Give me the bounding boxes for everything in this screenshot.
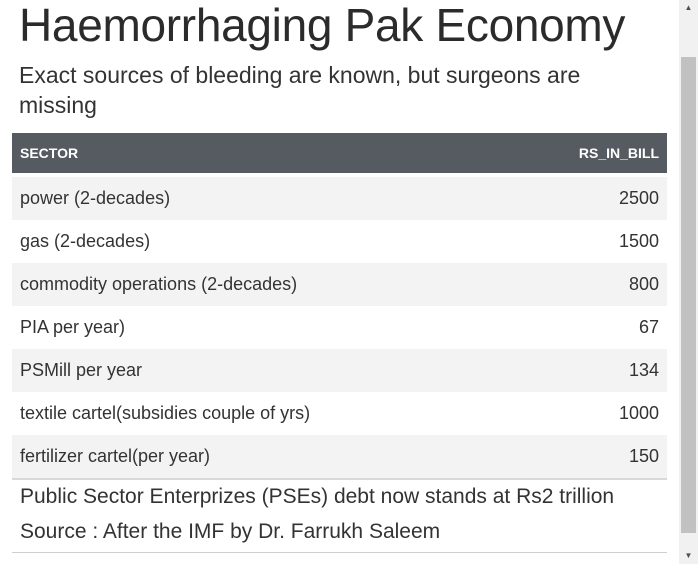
sector-cell: PIA per year): [20, 317, 126, 337]
sector-cell: PSMill per year: [12, 349, 511, 392]
spacer-cell: [12, 173, 667, 177]
footer-note: Public Sector Enterprizes (PSEs) debt no…: [20, 485, 615, 508]
table-footer: Public Sector Enterprizes (PSEs) debt no…: [12, 480, 667, 553]
table-row: fertilizer cartel(per year) 150: [12, 435, 667, 480]
vertical-scrollbar[interactable]: ▲ ▼: [679, 0, 698, 564]
sector-cell: gas (2-decades): [20, 231, 151, 251]
table-row: gas (2-decades) 1500: [12, 220, 667, 263]
table-row: commodity operations (2-decades) 800: [12, 263, 667, 306]
value-cell: 1500: [618, 231, 659, 251]
table-spacer: [12, 173, 667, 177]
scrollbar-thumb[interactable]: [681, 57, 696, 533]
footer-source: Source : After the IMF by Dr. Farrukh Sa…: [20, 520, 441, 543]
value-cell: 134: [510, 349, 667, 392]
page: Haemorrhaging Pak Economy Exact sources …: [12, 0, 667, 553]
table-row: power (2-decades) 2500: [12, 177, 667, 220]
data-table: SECTOR RS_IN_BILL power (2-decades) 2500…: [12, 133, 667, 480]
value-cell: 2500: [510, 177, 667, 220]
scroll-down-arrow-icon[interactable]: ▼: [684, 551, 693, 560]
table-row: textile cartel(subsidies couple of yrs) …: [12, 392, 667, 435]
table-row: PIA per year) 67: [12, 306, 667, 349]
sector-cell: textile cartel(subsidies couple of yrs): [20, 403, 311, 423]
value-cell: 1000: [618, 403, 659, 423]
value-cell: 67: [638, 317, 659, 337]
column-header-sector[interactable]: SECTOR: [12, 133, 511, 173]
table-row: PSMill per year 134: [12, 349, 667, 392]
sector-cell: fertilizer cartel(per year): [12, 435, 511, 480]
column-header-rs-in-bill[interactable]: RS_IN_BILL: [510, 133, 667, 173]
sector-cell: power (2-decades): [12, 177, 511, 220]
value-cell: 150: [510, 435, 667, 480]
scroll-up-arrow-icon[interactable]: ▲: [684, 3, 693, 12]
page-title: Haemorrhaging Pak Economy: [19, 0, 626, 51]
page-subtitle: Exact sources of bleeding are known, but…: [19, 62, 581, 118]
table-header-row: SECTOR RS_IN_BILL: [12, 133, 667, 173]
sector-cell: commodity operations (2-decades): [12, 263, 511, 306]
value-cell: 800: [510, 263, 667, 306]
